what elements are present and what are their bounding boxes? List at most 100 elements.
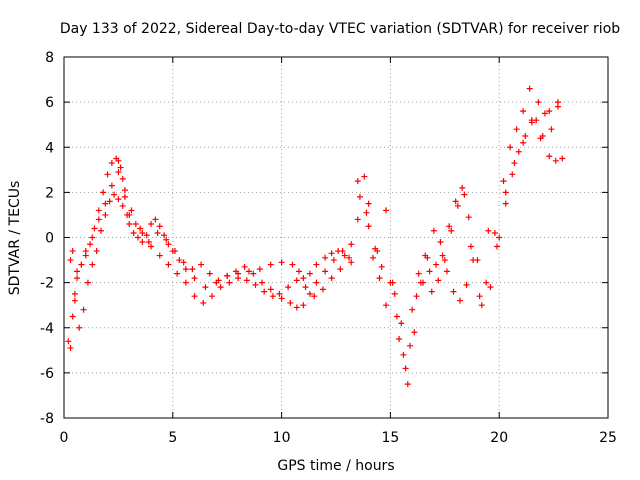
data-point-track-a — [74, 268, 81, 275]
data-point-track-b — [115, 196, 122, 203]
data-point-track-c — [363, 209, 370, 216]
data-point-track-b — [356, 193, 363, 200]
y-tick-label: -4 — [40, 321, 54, 337]
data-point-track-b — [139, 229, 146, 236]
data-point-track-b — [515, 148, 522, 155]
data-point-track-c — [354, 216, 361, 223]
data-point-track-a — [526, 85, 533, 92]
data-point-track-c — [189, 266, 196, 273]
data-point-track-b — [269, 293, 276, 300]
x-tick-label: 15 — [381, 430, 399, 446]
data-point-track-a — [115, 157, 122, 164]
data-point-track-b — [391, 290, 398, 297]
data-point-track-c — [554, 103, 561, 110]
x-axis-label: GPS time / hours — [277, 458, 394, 474]
data-point-track-c — [74, 275, 81, 282]
data-point-track-b — [374, 248, 381, 255]
data-point-track-b — [306, 290, 313, 297]
data-point-track-c — [441, 257, 448, 264]
data-point-track-c — [383, 302, 390, 309]
data-point-track-a — [91, 225, 98, 232]
data-point-track-a — [296, 268, 303, 275]
data-point-track-b — [111, 191, 118, 198]
data-point-track-c — [89, 234, 96, 241]
data-point-track-a — [69, 313, 76, 320]
data-point-track-a — [361, 173, 368, 180]
data-point-track-c — [215, 277, 222, 284]
data-point-track-b — [535, 99, 542, 106]
data-point-track-b — [243, 277, 250, 284]
data-point-track-a — [507, 144, 514, 151]
data-point-track-b — [287, 299, 294, 306]
data-point-track-b — [89, 261, 96, 268]
data-point-track-c — [502, 189, 509, 196]
data-point-track-a — [104, 171, 111, 178]
data-point-track-c — [422, 252, 429, 259]
data-point-track-b — [278, 295, 285, 302]
data-point-track-a — [378, 263, 385, 270]
data-point-track-c — [409, 306, 416, 313]
data-point-track-b — [417, 279, 424, 286]
data-point-track-c — [520, 139, 527, 146]
data-point-track-c — [128, 207, 135, 214]
data-point-track-b — [300, 302, 307, 309]
data-point-track-b — [165, 261, 172, 268]
data-point-track-c — [494, 243, 501, 250]
x-tick-label: 25 — [599, 430, 617, 446]
data-point-track-c — [328, 275, 335, 282]
data-point-track-b — [541, 110, 548, 117]
y-tick-label: -8 — [40, 411, 54, 427]
data-point-track-b — [548, 126, 555, 133]
data-point-track-a — [130, 229, 137, 236]
x-tick-label: 0 — [60, 430, 69, 446]
data-point-track-b — [487, 284, 494, 291]
data-point-track-b — [330, 257, 337, 264]
data-point-track-b — [348, 241, 355, 248]
data-point-track-c — [108, 182, 115, 189]
data-point-track-a — [546, 153, 553, 160]
data-point-track-c — [285, 284, 292, 291]
data-point-track-c — [546, 108, 553, 115]
data-point-track-a — [165, 241, 172, 248]
grid — [64, 57, 608, 418]
data-point-track-c — [198, 261, 205, 268]
data-point-track-a — [491, 229, 498, 236]
y-tick-label: -6 — [40, 366, 54, 382]
data-point-track-c — [402, 365, 409, 372]
data-point-track-c — [369, 254, 376, 261]
x-tick-label: 10 — [273, 430, 291, 446]
data-point-track-a — [119, 175, 126, 182]
data-point-track-a — [148, 220, 155, 227]
data-point-track-a — [143, 232, 150, 239]
data-point-track-c — [319, 286, 326, 293]
data-point-track-a — [71, 290, 78, 297]
data-point-track-c — [250, 270, 257, 277]
data-point-track-a — [552, 157, 559, 164]
data-point-track-c — [78, 261, 85, 268]
data-point-track-a — [306, 270, 313, 277]
data-point-track-b — [76, 324, 83, 331]
y-tick-label: 2 — [45, 185, 54, 201]
x-tick-labels: 0 5 10 15 20 25 — [60, 430, 617, 446]
data-point-track-a — [439, 252, 446, 259]
data-point-track-a — [108, 160, 115, 167]
data-point-track-c — [396, 336, 403, 343]
data-point-track-c — [102, 200, 109, 207]
data-point-track-a — [156, 223, 163, 230]
data-point-track-b — [450, 288, 457, 295]
y-tick-label: -2 — [40, 276, 54, 292]
data-point-track-b — [226, 279, 233, 286]
data-point-track-a — [500, 178, 507, 185]
data-point-track-b — [398, 320, 405, 327]
data-point-track-b — [106, 198, 113, 205]
data-point-track-c — [241, 263, 248, 270]
data-point-track-c — [224, 272, 231, 279]
data-point-track-b — [457, 297, 464, 304]
data-point-track-c — [95, 216, 102, 223]
data-point-track-b — [437, 239, 444, 246]
data-point-track-a — [126, 220, 133, 227]
data-point-track-b — [174, 270, 181, 277]
data-point-track-b — [156, 252, 163, 259]
data-point-track-c — [448, 227, 455, 234]
